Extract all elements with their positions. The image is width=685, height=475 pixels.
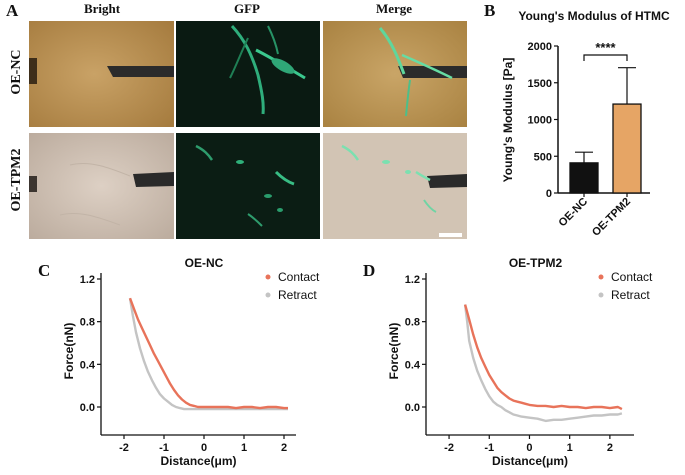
chart-title: OE-NC bbox=[185, 256, 224, 270]
legend-marker-retract bbox=[265, 292, 271, 298]
x-tick-label: -1 bbox=[484, 442, 494, 454]
y-axis-label: Force(nN) bbox=[387, 323, 401, 380]
y-axis-label: Force(nN) bbox=[62, 323, 76, 380]
x-tick-label: 2 bbox=[607, 442, 613, 454]
x-tick-label: OE-TPM2 bbox=[590, 196, 633, 239]
panel-label-b: B bbox=[484, 1, 495, 20]
column-header-bright: Bright bbox=[84, 1, 121, 16]
panel-label-a: A bbox=[6, 1, 19, 20]
y-tick-label: 1500 bbox=[528, 78, 552, 90]
youngs-bar-chart: 0 500 1000 1500 2000 OE-NC OE-TPM2 **** bbox=[528, 40, 650, 239]
x-tick-label: -2 bbox=[119, 442, 129, 454]
micrograph-bright-oe-tpm2 bbox=[29, 133, 174, 239]
micrograph-merge-oe-nc bbox=[323, 21, 467, 127]
series-retract-line bbox=[128, 298, 288, 411]
series-retract-line bbox=[463, 304, 623, 423]
legend-label-contact: Contact bbox=[278, 270, 320, 284]
micrograph-merge-oe-tpm2 bbox=[323, 133, 467, 239]
y-tick-label: 0.4 bbox=[405, 359, 421, 371]
x-tick-label: 0 bbox=[201, 442, 207, 454]
force-curve-chart-oe-nc: OE-NC 1.2 0.8 0.4 0.0 -2 -1 0 1 2 Distance(μm) Forc… bbox=[62, 256, 320, 468]
x-tick-label: 1 bbox=[241, 442, 247, 454]
micrograph-gfp-oe-nc bbox=[176, 21, 320, 127]
legend-label-retract: Retract bbox=[611, 288, 650, 302]
y-tick-label: 1000 bbox=[528, 115, 552, 127]
x-tick-label: 2 bbox=[281, 442, 287, 454]
y-tick-label: 0 bbox=[546, 188, 552, 200]
y-axis-label-youngs: Young's Modulus [Pa] bbox=[501, 58, 515, 183]
legend-marker-contact bbox=[598, 274, 604, 280]
significance-label: **** bbox=[595, 40, 616, 55]
y-tick-label: 500 bbox=[534, 151, 552, 163]
x-axis-label: Distance(μm) bbox=[492, 454, 568, 468]
legend-label-retract: Retract bbox=[278, 288, 317, 302]
panel-label-c: C bbox=[38, 261, 50, 280]
y-tick-label: 2000 bbox=[528, 41, 552, 53]
y-tick-label: 0.8 bbox=[405, 317, 420, 329]
legend-marker-contact bbox=[265, 274, 271, 280]
y-tick-label: 0.0 bbox=[405, 402, 420, 414]
x-tick-label: OE-NC bbox=[557, 196, 591, 230]
legend-label-contact: Contact bbox=[611, 270, 653, 284]
chart-title-youngs: Young's Modulus of HTMC bbox=[518, 9, 670, 23]
significance-bracket bbox=[583, 54, 628, 61]
x-tick-label: 1 bbox=[567, 442, 573, 454]
bar-oe-tpm2 bbox=[612, 103, 642, 194]
bar-oe-nc bbox=[569, 162, 599, 194]
chart-title: OE-TPM2 bbox=[509, 256, 563, 270]
series-contact-line bbox=[128, 297, 288, 410]
y-tick-label: 0.8 bbox=[80, 317, 95, 329]
x-tick-label: -1 bbox=[159, 442, 169, 454]
micrograph-gfp-oe-tpm2 bbox=[176, 133, 320, 239]
y-tick-label: 0.0 bbox=[80, 402, 95, 414]
x-tick-label: -2 bbox=[444, 442, 454, 454]
y-tick-label: 1.2 bbox=[405, 274, 420, 286]
column-header-gfp: GFP bbox=[234, 1, 260, 16]
panel-label-d: D bbox=[363, 261, 375, 280]
y-tick-label: 1.2 bbox=[80, 274, 95, 286]
row-header-oe-nc: OE-NC bbox=[9, 49, 24, 94]
row-header-oe-tpm2: OE-TPM2 bbox=[9, 149, 24, 212]
x-axis-label: Distance(μm) bbox=[160, 454, 236, 468]
scale-bar bbox=[439, 233, 462, 237]
column-header-merge: Merge bbox=[376, 1, 412, 16]
micrograph-bright-oe-nc bbox=[29, 21, 174, 127]
y-tick-label: 0.4 bbox=[80, 359, 96, 371]
force-curve-chart-oe-tpm2: OE-TPM2 1.2 0.8 0.4 0.0 -2 -1 0 1 2 Distance(μm) Fo… bbox=[387, 256, 653, 468]
legend-marker-retract bbox=[598, 292, 604, 298]
x-tick-label: 0 bbox=[526, 442, 532, 454]
series-contact-line bbox=[463, 304, 623, 411]
